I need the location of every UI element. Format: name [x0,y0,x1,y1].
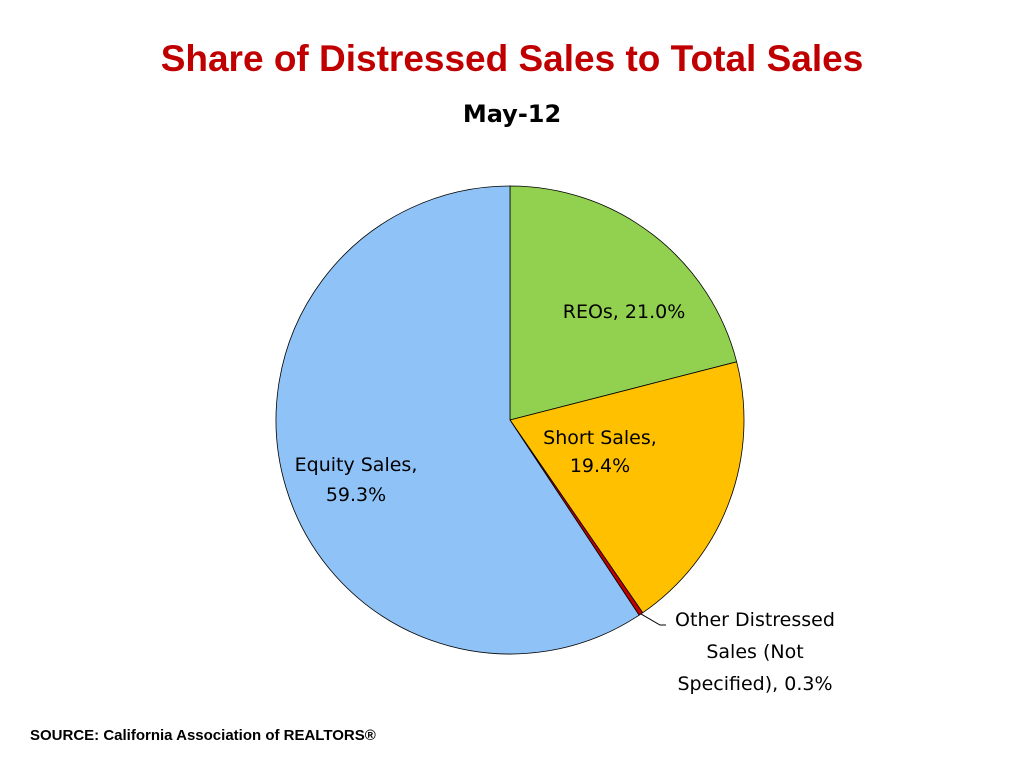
slice-label-reos: REOs, 21.0% [563,301,686,323]
pie-slice-short-sales [509,361,745,614]
pie-leader-lines [640,613,666,626]
slice-label-short-sales: Short Sales, 19.4% [543,427,657,477]
chart-title: Share of Distressed Sales to Total Sales [160,38,864,79]
leader-line-other-distressed [640,613,666,626]
pie-slice-reos [509,185,738,421]
pie-slice-labels: REOs, 21.0% Short Sales, 19.4% Other Distre… [295,301,835,695]
chart-subtitle: May-12 [462,100,562,128]
slice-label-other-distressed-sales-not-specified: Other Distressed Sales (Not Specified), 0.… [675,609,835,695]
pie-slice-equity-sales [275,185,640,655]
source-note: SOURCE: California Association of REALTO… [30,727,376,744]
pie-slices [275,185,745,655]
slice-label-equity-sales: Equity Sales, 59.3% [295,454,418,506]
